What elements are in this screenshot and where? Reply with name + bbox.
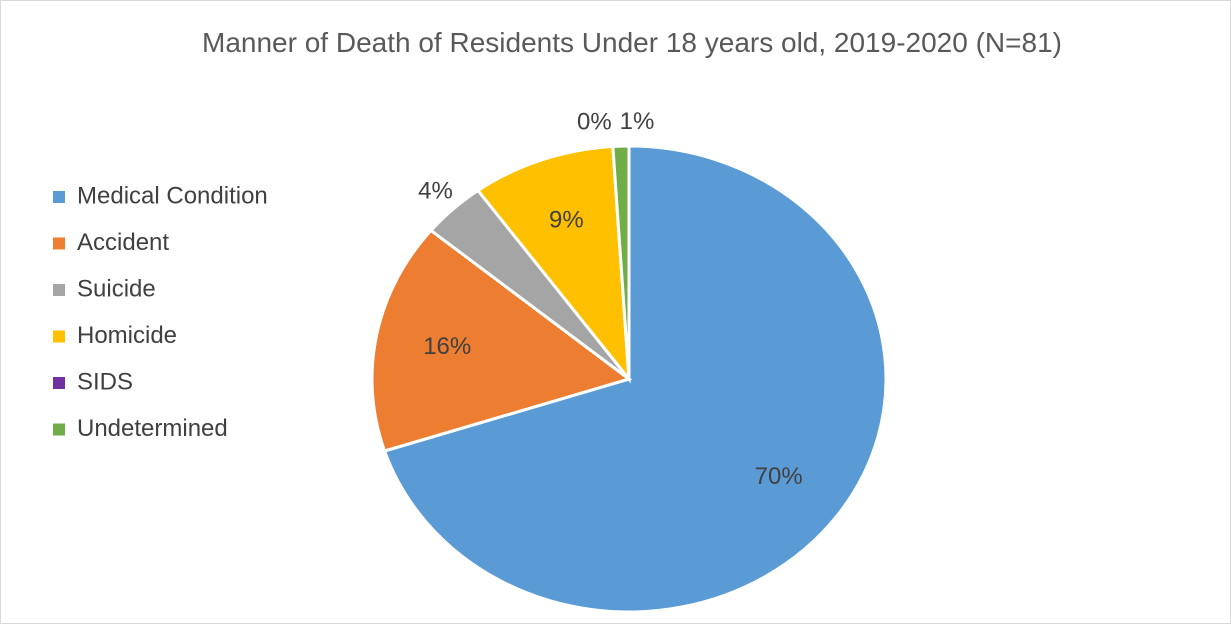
legend-label: Homicide bbox=[77, 322, 177, 349]
pie-slice bbox=[370, 228, 633, 453]
legend-swatch bbox=[53, 423, 65, 436]
legend-label: Medical Condition bbox=[77, 182, 268, 209]
legend-swatch bbox=[53, 330, 65, 343]
legend-swatch bbox=[53, 284, 65, 296]
data-label: 0% bbox=[577, 109, 612, 136]
legend-label: Accident bbox=[77, 229, 169, 256]
pie-slice bbox=[475, 144, 631, 384]
legend-label: SIDS bbox=[77, 368, 133, 395]
data-label: 9% bbox=[549, 207, 584, 234]
legend-swatch bbox=[53, 191, 65, 203]
data-label: 4% bbox=[418, 178, 453, 205]
pie-slice bbox=[611, 144, 631, 380]
legend-swatch bbox=[53, 377, 65, 389]
data-label: 70% bbox=[755, 463, 803, 490]
data-label: 16% bbox=[423, 333, 471, 360]
pie-slice bbox=[382, 144, 888, 614]
legend-label: Undetermined bbox=[77, 415, 228, 442]
chart-title: Manner of Death of Residents Under 18 ye… bbox=[202, 27, 1062, 58]
legend-swatch bbox=[53, 237, 65, 250]
legend-label: Suicide bbox=[77, 275, 156, 302]
data-label: 1% bbox=[620, 108, 655, 135]
